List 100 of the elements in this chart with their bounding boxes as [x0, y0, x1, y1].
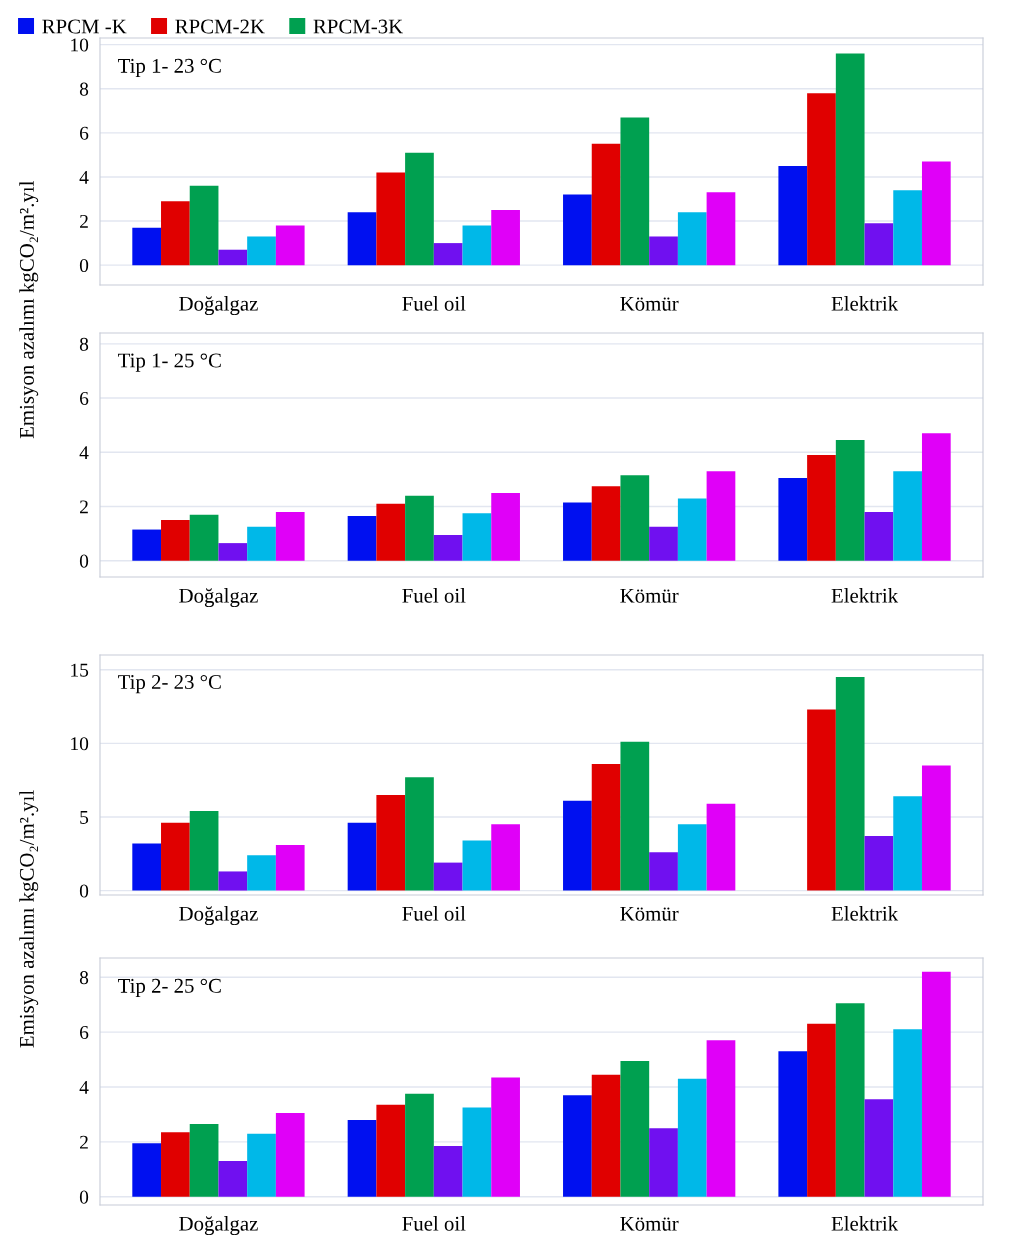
x-tick-label: Kömür [620, 1216, 679, 1231]
bar [491, 1077, 520, 1197]
bar [247, 1133, 276, 1197]
bar [247, 855, 276, 891]
bar [405, 495, 434, 561]
y-tick-label: 0 [79, 554, 89, 568]
bar [677, 1078, 707, 1197]
bar [189, 811, 219, 891]
bar [864, 836, 894, 891]
bar [433, 534, 463, 561]
bar [161, 1132, 190, 1197]
bar [778, 165, 808, 266]
bar [376, 794, 406, 891]
bar [677, 498, 707, 561]
bar [563, 194, 592, 266]
x-tick-label: Kömür [620, 906, 679, 921]
y-tick-label: 4 [79, 170, 89, 184]
bar [347, 822, 377, 891]
bar [405, 152, 434, 266]
bar [706, 192, 736, 266]
bar [649, 852, 678, 891]
bar [376, 503, 406, 561]
bar [275, 225, 305, 266]
bar [462, 840, 492, 891]
bar [376, 172, 406, 266]
text: Tip 2- 25 °C [118, 978, 221, 998]
y-tick-label: 10 [71, 38, 89, 52]
bar [807, 93, 836, 266]
y-tick-label: 15 [71, 663, 89, 677]
y-tick-label: 6 [80, 1025, 89, 1040]
bar [835, 53, 865, 266]
bar [347, 212, 377, 266]
bar [677, 824, 707, 891]
legend-label: RPCM-3K [313, 19, 403, 34]
bar [132, 843, 162, 891]
x-tick-label: Kömür [620, 588, 679, 603]
x-tick-label: Elektrik [831, 296, 899, 311]
y-tick-label: 4 [79, 446, 89, 460]
bar [347, 1119, 377, 1197]
bar [649, 526, 678, 561]
y-axis-title: Emisyon azalımı kgCO₂/m².yıl [19, 180, 39, 439]
bar [218, 1161, 248, 1197]
bar [247, 526, 276, 561]
y-tick-label: 0 [79, 1190, 89, 1204]
bar [462, 225, 492, 266]
bar [807, 1023, 836, 1197]
y-tick-label: 4 [79, 1080, 89, 1094]
bar [706, 803, 736, 891]
bar [491, 492, 520, 561]
x-tick-label: Fuel oil [402, 1216, 466, 1231]
bar [189, 185, 219, 266]
y-tick-label: 2 [80, 1135, 88, 1149]
x-tick-label: Elektrik [831, 588, 899, 603]
y-axis-title: Emisyon azalımı kgCO₂/m².yıl [19, 790, 39, 1048]
text: Tip 1- 23 °C [118, 58, 221, 78]
bar [433, 243, 463, 266]
y-tick-label: 6 [80, 126, 89, 140]
x-tick-label: Fuel oil [402, 296, 466, 311]
bar [591, 486, 621, 561]
bar [591, 1074, 621, 1197]
bar [433, 862, 463, 891]
y-tick-label: 10 [71, 737, 89, 751]
bar [649, 236, 678, 266]
bar [893, 1029, 922, 1197]
y-tick-label: 2 [80, 500, 88, 514]
bar [591, 143, 621, 266]
bar [347, 516, 377, 561]
x-tick-label: Elektrik [831, 1216, 899, 1231]
bar [275, 844, 305, 891]
y-tick-label: 6 [80, 391, 89, 405]
bar [218, 871, 248, 891]
bar [275, 511, 305, 561]
bar [706, 1040, 736, 1197]
bar [591, 763, 621, 891]
bar [132, 529, 162, 561]
bar [161, 201, 190, 266]
bar [921, 433, 951, 561]
bar [433, 1145, 463, 1197]
bar [218, 543, 248, 561]
bar [778, 478, 808, 561]
bar [620, 741, 650, 891]
text: Tip 1- 25 °C [118, 353, 221, 372]
bar [563, 1095, 592, 1197]
x-tick-label: Doğalgaz [179, 296, 258, 316]
bar [677, 212, 707, 266]
bar [620, 117, 650, 266]
bar [132, 227, 162, 266]
bar [563, 800, 592, 891]
bar [835, 1003, 865, 1197]
bar [921, 765, 951, 891]
bar [462, 1107, 492, 1197]
x-tick-label: Doğalgaz [179, 906, 258, 926]
bar [893, 471, 922, 561]
bar [563, 502, 592, 561]
bar [807, 709, 836, 891]
bar [218, 249, 248, 266]
x-tick-label: Kömür [620, 296, 679, 311]
y-tick-label: 2 [80, 214, 88, 228]
bar [132, 1143, 162, 1197]
bar [835, 440, 865, 561]
